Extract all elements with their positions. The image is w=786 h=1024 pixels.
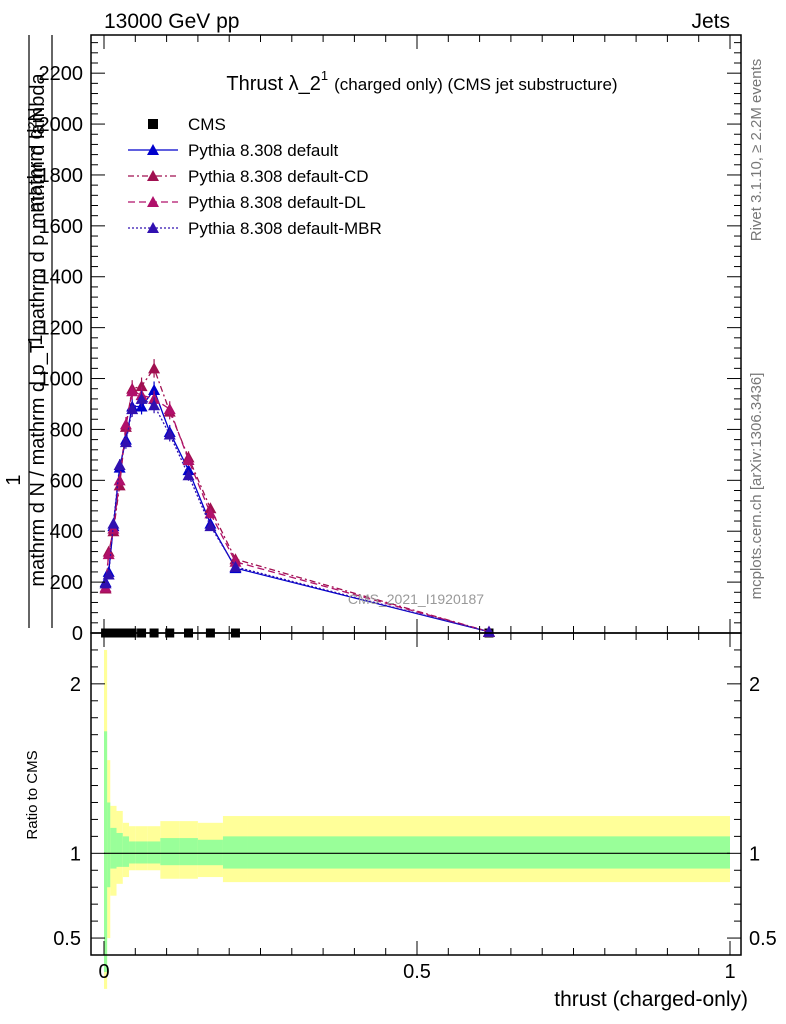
data-point xyxy=(102,568,115,580)
y-tick-label: 0 xyxy=(72,623,83,645)
legend-label: CMS xyxy=(188,115,226,134)
uncertainty-band-inner xyxy=(107,802,111,888)
data-point xyxy=(113,474,126,486)
uncertainty-band-inner xyxy=(222,836,248,869)
legend-item: Pythia 8.308 default-DL xyxy=(128,193,366,212)
legend-label: Pythia 8.308 default xyxy=(188,141,339,160)
uncertainty-band-inner xyxy=(116,832,123,867)
ratio-y-tick-label-right: 1 xyxy=(749,843,760,865)
y-tick-label: 1800 xyxy=(39,165,84,187)
main-plot-series xyxy=(99,359,495,638)
uncertainty-band-inner xyxy=(247,836,731,869)
y-tick-label: 1600 xyxy=(39,216,84,238)
main-y-axis-label: 1 mathrm d²N xyxy=(25,35,53,628)
x-tick-label: 0 xyxy=(98,961,109,983)
legend: CMS Pythia 8.308 default Pythia 8.308 defa… xyxy=(128,115,382,238)
data-point xyxy=(99,577,112,589)
uncertainty-band-inner xyxy=(147,841,161,864)
uncertainty-band-inner xyxy=(122,836,130,867)
legend-item: Pythia 8.308 default xyxy=(128,141,339,160)
data-point xyxy=(135,380,148,392)
header-jets: Jets xyxy=(691,10,730,33)
y-tick-label: 2200 xyxy=(39,63,84,85)
data-point xyxy=(163,403,176,415)
data-point xyxy=(148,362,161,374)
mcplots-info: mcplots.cern.ch [arXiv:1306.3436] xyxy=(748,373,765,600)
y-label-top: mathrm d²N xyxy=(25,107,47,213)
data-point xyxy=(204,507,217,519)
ratio-y-tick-label: 0.5 xyxy=(53,928,81,950)
uncertainty-band-inner xyxy=(179,838,198,866)
legend-marker xyxy=(147,196,159,207)
data-point xyxy=(119,436,132,448)
ratio-plot-bands xyxy=(104,649,731,989)
rivet-info: Rivet 3.1.10, ≥ 2.2M events xyxy=(748,59,765,242)
data-point xyxy=(204,520,217,532)
series-4 xyxy=(99,390,495,637)
y-tick-label: 200 xyxy=(50,572,83,594)
legend-item: Pythia 8.308 default-MBR xyxy=(128,219,382,238)
plot-title: Thrust λ_21 (charged only) (CMS jet subst… xyxy=(226,68,617,95)
legend-marker xyxy=(147,144,159,155)
ratio-y-tick-label: 1 xyxy=(70,843,81,865)
x-axis-label: thrust (charged-only) xyxy=(554,988,748,1011)
legend-item: CMS xyxy=(148,115,226,134)
uncertainty-band-inner xyxy=(104,731,108,972)
uncertainty-band-inner xyxy=(129,841,136,864)
data-point xyxy=(148,399,161,411)
legend-marker xyxy=(147,222,159,233)
uncertainty-band-inner xyxy=(160,838,180,866)
ratio-y-tick-label: 2 xyxy=(70,674,81,696)
uncertainty-band-inner xyxy=(197,839,223,866)
uncertainty-band-inner xyxy=(110,827,117,869)
data-point xyxy=(182,453,195,465)
main-plot-frame: 0 200 400 600 800 1000 1200 1400 1600 1800 2000 220… xyxy=(39,34,742,645)
data-point xyxy=(182,469,195,481)
x-tick-label: 0.5 xyxy=(403,961,431,983)
y-tick-label: 2000 xyxy=(39,114,84,136)
ratio-plot-frame: 0.5 0.5 1 1 2 2 0 0.5 1 xyxy=(53,632,777,983)
legend-label: Pythia 8.308 default-DL xyxy=(188,193,366,212)
y-label-one: 1 xyxy=(3,474,25,485)
header-process: 13000 GeV pp xyxy=(104,10,239,33)
legend-label: Pythia 8.308 default-CD xyxy=(188,167,369,186)
data-point xyxy=(113,459,126,471)
y-tick-label: 400 xyxy=(50,521,83,543)
uncertainty-band-inner xyxy=(135,841,148,864)
data-point xyxy=(229,560,242,572)
data-point xyxy=(126,385,139,397)
legend-marker xyxy=(147,170,159,181)
ratio-y-tick-label-right: 2 xyxy=(749,674,760,696)
ratio-plot-border xyxy=(90,632,742,956)
data-point xyxy=(482,625,495,637)
data-point xyxy=(102,548,115,560)
ratio-y-label: Ratio to CMS xyxy=(24,750,41,839)
ratio-y-tick-label-right: 0.5 xyxy=(749,928,777,950)
y-label-numerator: 1 xyxy=(25,334,47,345)
legend-marker xyxy=(148,119,158,129)
legend-label: Pythia 8.308 default-MBR xyxy=(188,219,382,238)
y-tick-label: 1000 xyxy=(39,369,84,391)
data-point xyxy=(119,418,132,430)
y-tick-label: 1200 xyxy=(39,318,84,340)
y-label-denominator: mathrm d N / mathrm d p_T mathrm d p mat… xyxy=(27,73,49,587)
y-tick-label: 800 xyxy=(50,419,83,441)
data-point xyxy=(135,392,148,404)
data-point xyxy=(107,517,120,529)
data-point xyxy=(126,403,139,415)
data-point xyxy=(148,383,161,395)
data-point xyxy=(163,428,176,440)
x-tick-label: 1 xyxy=(724,961,735,983)
analysis-watermark: CMS_2021_I1920187 xyxy=(348,591,484,607)
legend-item: Pythia 8.308 default-CD xyxy=(128,167,369,186)
y-tick-label: 600 xyxy=(50,470,83,492)
y-tick-label: 1400 xyxy=(39,267,84,289)
